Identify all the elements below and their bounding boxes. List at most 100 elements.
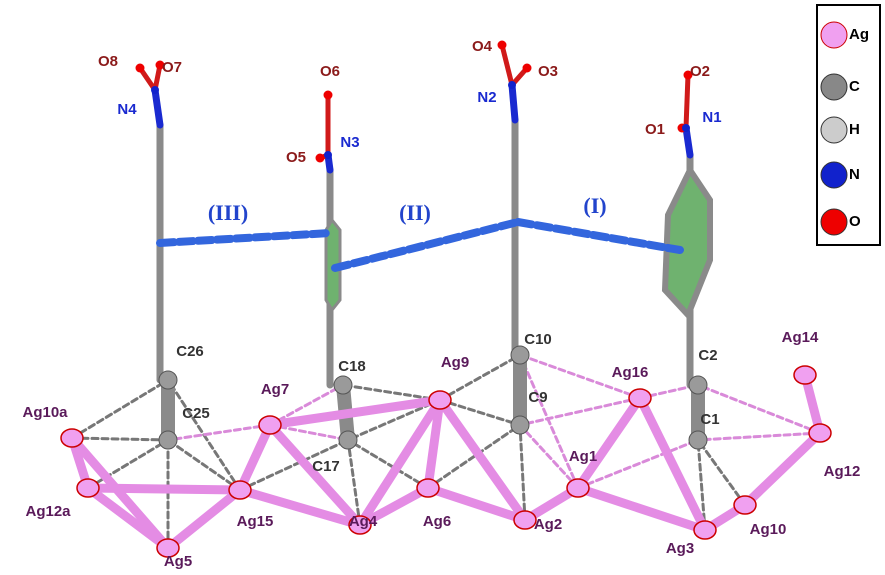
oxygen-atom: [523, 64, 532, 73]
silver-atom: [794, 366, 816, 384]
oxygen-atom: [316, 154, 325, 163]
silver-atom: [629, 389, 651, 407]
contact: [698, 433, 820, 440]
atom-label: Ag5: [164, 553, 192, 570]
atom-label: C1: [700, 411, 719, 428]
atom-label: O5: [286, 149, 306, 166]
silver-atom: [514, 511, 536, 529]
atom-label: N1: [702, 109, 721, 126]
atom-label: C25: [182, 405, 210, 422]
interaction: [518, 222, 680, 250]
silver-atom: [694, 521, 716, 539]
atom-label: C10: [524, 331, 552, 348]
oxygen-atom: [498, 41, 507, 50]
silver-atom: [229, 481, 251, 499]
atom-label: O3: [538, 63, 558, 80]
c-n-bond: [155, 90, 160, 125]
atom-label: Ag12a: [25, 503, 71, 520]
legend-label: O: [849, 213, 861, 230]
legend-swatch: [821, 209, 847, 235]
atom-label: C26: [176, 343, 204, 360]
silver-atom: [61, 429, 83, 447]
atom-label: Ag4: [349, 513, 378, 530]
atom-label: O4: [472, 38, 493, 55]
ag-ag-bond: [168, 490, 240, 548]
carbon-atom: [339, 431, 357, 449]
atom-label: O8: [98, 53, 118, 70]
atom-label: Ag12: [824, 463, 861, 480]
carbon-atom: [689, 376, 707, 394]
ag-ag-bond: [745, 433, 820, 505]
atom-label: Ag10: [750, 521, 787, 538]
atom-label: Ag15: [237, 513, 274, 530]
nitrogen-atom: [682, 124, 690, 132]
atom-label: O7: [162, 59, 182, 76]
atom-label: C2: [698, 347, 717, 364]
contact: [698, 440, 745, 505]
carbon-atom: [159, 371, 177, 389]
contact: [168, 425, 270, 440]
c-n-bond: [686, 128, 690, 155]
legend-label: Ag: [849, 26, 869, 43]
contact: [72, 438, 168, 440]
atom-label: C17: [312, 458, 340, 475]
contact: [168, 440, 240, 490]
atom-label: N4: [117, 101, 137, 118]
nitrogen-atom: [508, 81, 516, 89]
atom-label: Ag14: [782, 329, 819, 346]
silver-atom: [567, 479, 589, 497]
atom-label: N2: [477, 89, 496, 106]
legend-label: N: [849, 166, 860, 183]
ag-ag-bond: [270, 400, 440, 425]
structure-diagram: O8 O7 O6 O5 O4 O3 O2 O1 N4 N3 N2 N1 C26 C25 C18 C17 C10 C…: [0, 0, 885, 575]
silver-atom: [77, 479, 99, 497]
legend-swatch: [821, 74, 847, 100]
atom-label: N3: [340, 134, 359, 151]
nitrogen-atom: [324, 151, 332, 159]
n-o-bond: [502, 45, 512, 85]
atom-label: Ag16: [612, 364, 649, 381]
nitrogen-atom: [151, 86, 159, 94]
silver-atom: [429, 391, 451, 409]
carbon-atom: [334, 376, 352, 394]
atom-label: Ag2: [534, 516, 562, 533]
atom-label: O1: [645, 121, 665, 138]
atom-label: C9: [528, 389, 547, 406]
atom-label: O6: [320, 63, 340, 80]
atom-label: (III): [208, 200, 248, 225]
legend-swatch: [821, 162, 847, 188]
silver-atom: [809, 424, 831, 442]
atom-label: Ag3: [666, 540, 694, 557]
legend-label: C: [849, 78, 860, 95]
atom-label: (I): [583, 193, 606, 218]
carbon-atom: [511, 346, 529, 364]
contact: [72, 380, 168, 438]
atom-label: Ag9: [441, 354, 469, 371]
atom-label: (II): [399, 200, 431, 225]
carbon-atom: [689, 431, 707, 449]
atom-label: Ag6: [423, 513, 451, 530]
ag-ag-bond: [240, 425, 270, 490]
ring: [665, 170, 710, 315]
atom-label: Ag7: [261, 381, 289, 398]
contact: [520, 425, 525, 520]
legend-label: H: [849, 121, 860, 138]
interaction: [160, 233, 330, 243]
atom-label: O2: [690, 63, 710, 80]
legend-swatch: [821, 117, 847, 143]
c-n-bond: [512, 85, 515, 120]
legend-swatch: [821, 22, 847, 48]
carbon-atom: [159, 431, 177, 449]
oxygen-atom: [324, 91, 333, 100]
oxygen-atom: [136, 64, 145, 73]
atom-label: C18: [338, 358, 366, 375]
atom-label: Ag10a: [22, 404, 68, 421]
silver-atom: [259, 416, 281, 434]
n-o-bond: [686, 75, 688, 128]
carbon-atom: [511, 416, 529, 434]
interaction: [335, 222, 518, 268]
silver-atom: [417, 479, 439, 497]
silver-atom: [734, 496, 756, 514]
atom-label: Ag1: [569, 448, 597, 465]
contact: [428, 425, 520, 488]
